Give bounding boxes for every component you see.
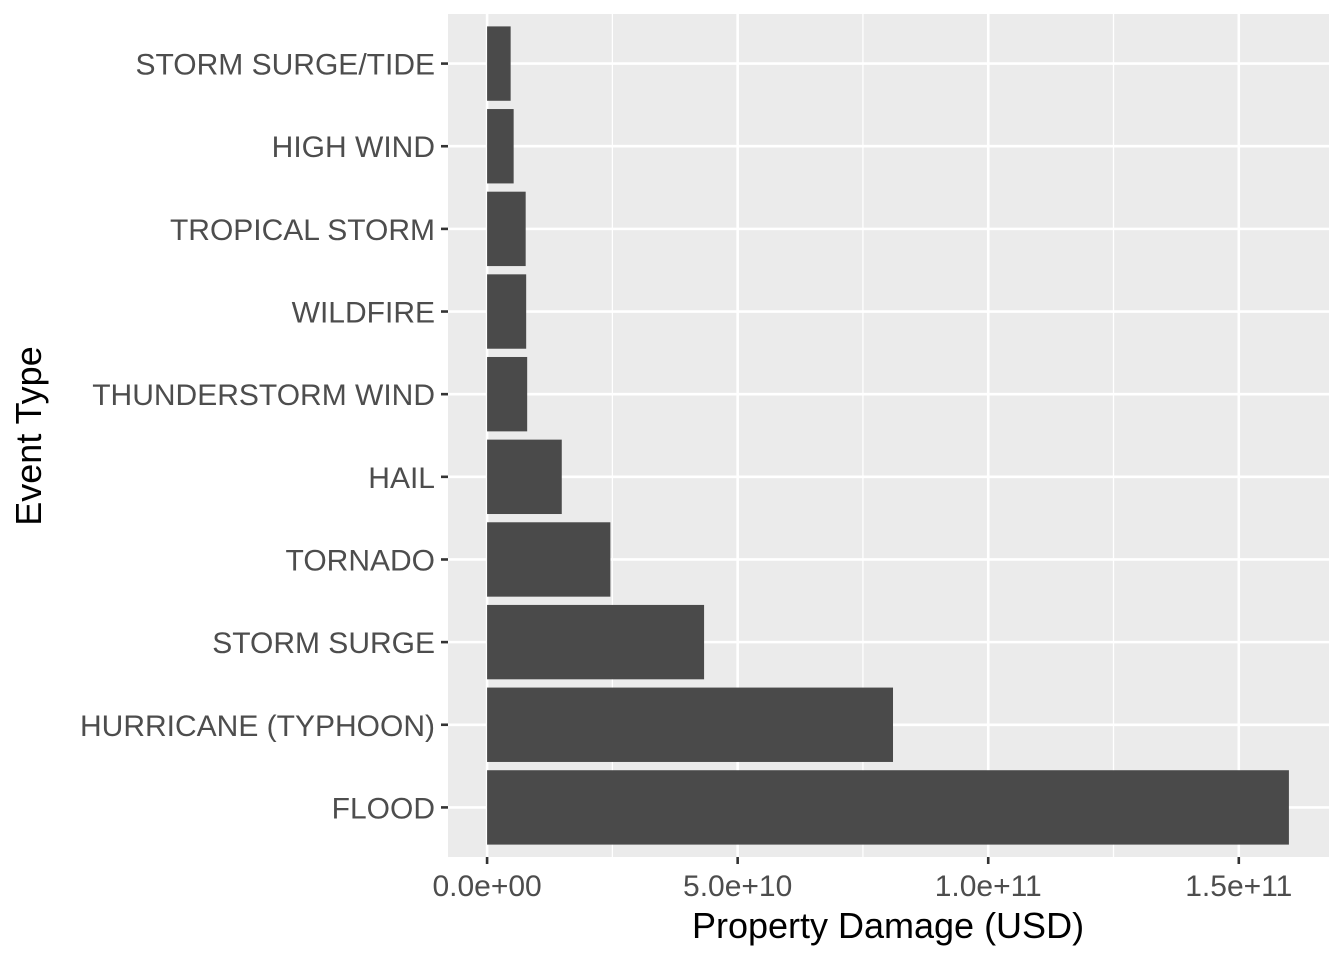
y-tick-label: TROPICAL STORM: [170, 214, 435, 247]
bar: [487, 604, 705, 680]
x-tick-label: 1.5e+11: [1185, 870, 1292, 903]
y-tick-label: STORM SURGE: [212, 627, 435, 660]
x-axis-ticks: 0.0e+00 5.0e+10 1.0e+11 1.5e+11: [432, 857, 1292, 903]
bars: [487, 26, 1289, 845]
bar: [487, 26, 511, 101]
y-tick-label: FLOOD: [332, 792, 435, 825]
y-tick-label: TORNADO: [286, 544, 435, 577]
x-tick-label: 0.0e+00: [432, 870, 541, 903]
bar: [487, 439, 562, 515]
y-tick-label: HAIL: [368, 462, 435, 495]
y-axis-ticks: FLOOD HURRICANE (TYPHOON) STORM SURGE TORNA…: [80, 49, 448, 825]
y-tick-label: THUNDERSTORM WIND: [92, 379, 435, 412]
bar: [487, 687, 894, 762]
y-tick-label: WILDFIRE: [292, 297, 435, 330]
y-tick-label: HIGH WIND: [272, 131, 435, 164]
y-axis-title: Event Type: [8, 346, 49, 525]
bar: [487, 356, 528, 432]
x-tick-label: 1.0e+11: [935, 870, 1042, 903]
bar: [487, 274, 527, 349]
bar: [487, 522, 611, 597]
x-tick-label: 5.0e+10: [683, 870, 792, 903]
bar: [487, 191, 526, 267]
bar: [487, 109, 514, 184]
bar: [487, 770, 1289, 845]
y-tick-label: STORM SURGE/TIDE: [136, 49, 435, 82]
y-tick-label: HURRICANE (TYPHOON): [80, 710, 435, 743]
x-axis-title: Property Damage (USD): [692, 905, 1084, 946]
